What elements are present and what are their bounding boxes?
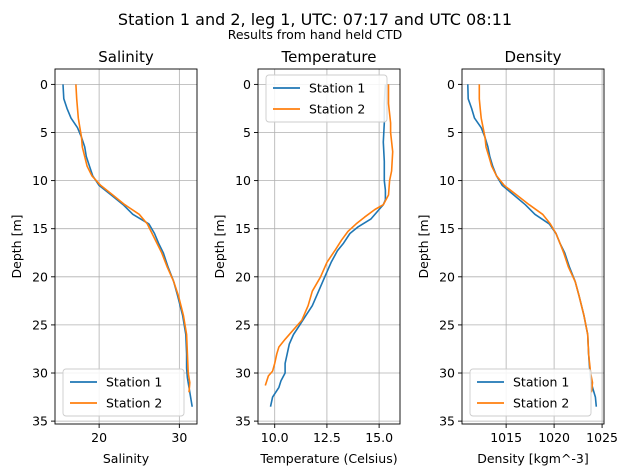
temperature-series-2-line xyxy=(264,84,394,386)
density-y-tick-label: 20 xyxy=(439,269,455,284)
temperature-series-1-line xyxy=(269,84,387,407)
density-legend-box xyxy=(469,368,592,417)
salinity-x-axis-label: Salinity xyxy=(103,451,150,466)
salinity-axes-frame xyxy=(54,68,198,425)
salinity-y-tick-label: 30 xyxy=(32,366,48,381)
density-y-tick-label: 15 xyxy=(439,221,455,236)
density-legend-label-2: Station 2 xyxy=(513,396,569,411)
temperature-y-tick-label: 15 xyxy=(235,221,251,236)
density-x-tick-label: 1015 xyxy=(490,430,522,445)
temperature-panel: 10.0 12.5 15.0 0 5 10 15 20 25 30 35 Temperature Tem… xyxy=(212,48,401,466)
density-series-group xyxy=(467,84,598,407)
salinity-y-tick-label: 0 xyxy=(40,77,48,92)
salinity-y-tick-label: 5 xyxy=(40,125,48,140)
temperature-title: Temperature xyxy=(280,48,376,66)
density-y-tick-label: 25 xyxy=(439,317,455,332)
salinity-title: Salinity xyxy=(98,48,154,66)
salinity-series-group xyxy=(62,84,193,407)
salinity-y-tick-label: 35 xyxy=(32,414,48,429)
density-title: Density xyxy=(504,48,561,66)
salinity-legend-label-1: Station 1 xyxy=(106,375,162,390)
density-legend-label-1: Station 1 xyxy=(513,375,569,390)
salinity-y-tick-label: 20 xyxy=(32,269,48,284)
temperature-y-tick-label: 30 xyxy=(235,366,251,381)
temperature-legend: Station 1 Station 2 xyxy=(265,74,388,123)
salinity-y-tick-label: 15 xyxy=(32,221,48,236)
salinity-y-tick-label: 25 xyxy=(32,317,48,332)
temperature-x-axis-label: Temperature (Celsius) xyxy=(259,451,397,466)
temperature-x-tick-label: 15.0 xyxy=(365,430,393,445)
density-panel: 1015 1020 102505101520253035DensityDensity… xyxy=(416,48,618,466)
density-y-tick-label: 30 xyxy=(439,366,455,381)
density-legend: Station 1 Station 2 xyxy=(469,368,592,417)
density-y-tick-label: 0 xyxy=(447,77,455,92)
figure-subtitle: Results from hand held CTD xyxy=(228,27,403,42)
temperature-legend-box xyxy=(265,74,388,123)
density-axes-frame xyxy=(461,68,605,425)
density-y-tick-label: 35 xyxy=(439,414,455,429)
salinity-y-axis-label: Depth [m] xyxy=(9,215,24,279)
density-y-tick-label: 10 xyxy=(439,173,455,188)
salinity-series-2-line xyxy=(75,84,191,393)
salinity-x-tick-label: 20 xyxy=(91,430,107,445)
density-y-tick-label: 5 xyxy=(447,125,455,140)
salinity-legend-box xyxy=(62,368,185,417)
figure-title: Station 1 and 2, leg 1, UTC: 07:17 and U… xyxy=(118,10,512,29)
density-x-axis-label: Density [kgm^-3] xyxy=(477,451,589,466)
salinity-x-tick-label: 30 xyxy=(171,430,187,445)
temperature-y-tick-label: 0 xyxy=(243,77,251,92)
salinity-legend-label-2: Station 2 xyxy=(106,396,162,411)
density-x-tick-label: 1020 xyxy=(538,430,570,445)
temperature-x-tick-label: 10.0 xyxy=(261,430,289,445)
temperature-x-tick-label: 12.5 xyxy=(313,430,341,445)
salinity-legend: Station 1 Station 2 xyxy=(62,368,185,417)
temperature-legend-label-2: Station 2 xyxy=(309,102,365,117)
salinity-y-tick-label: 10 xyxy=(32,173,48,188)
temperature-y-tick-label: 20 xyxy=(235,269,251,284)
density-series-2-line xyxy=(478,84,594,393)
temperature-legend-label-1: Station 1 xyxy=(309,81,365,96)
temperature-y-tick-label: 25 xyxy=(235,317,251,332)
temperature-y-tick-label: 5 xyxy=(243,125,251,140)
density-y-axis-label: Depth [m] xyxy=(416,215,431,279)
density-x-tick-label: 1025 xyxy=(586,430,618,445)
temperature-axes-frame xyxy=(257,68,401,425)
temperature-series-group xyxy=(264,84,394,407)
salinity-panel: 20 30 0 5 10 15 20 25 30 35 Salinity Salinity Depth … xyxy=(9,48,198,466)
temperature-y-tick-label: 10 xyxy=(235,173,251,188)
temperature-y-tick-label: 35 xyxy=(235,414,251,429)
temperature-y-axis-label: Depth [m] xyxy=(212,215,227,279)
